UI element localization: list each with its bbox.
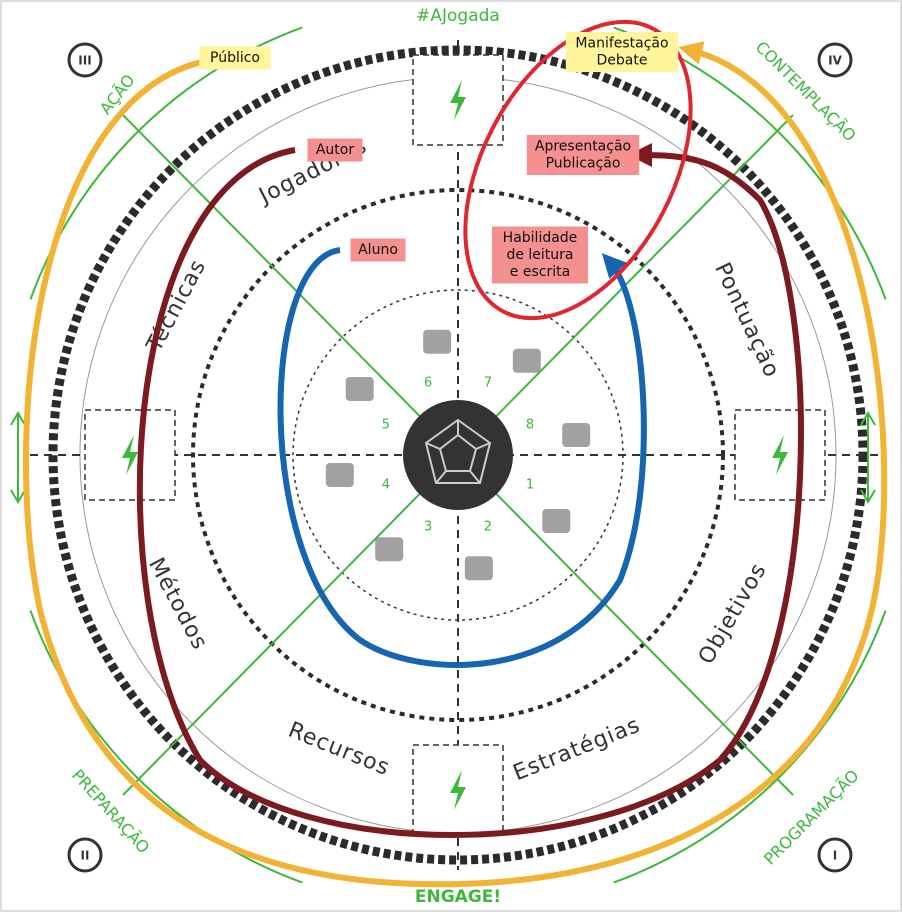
stage-icon bbox=[325, 462, 354, 487]
loop-label: Apresentação bbox=[535, 139, 631, 155]
stage-number: 2 bbox=[484, 520, 492, 535]
ring-word: Objetivos bbox=[694, 559, 772, 669]
numeral-badge bbox=[817, 837, 853, 873]
loop-label: Debate bbox=[597, 53, 648, 69]
phase-numeral: II bbox=[81, 849, 90, 863]
footer: ENGAGE! bbox=[415, 887, 501, 907]
center-icon bbox=[424, 418, 492, 484]
diagonal-line bbox=[122, 454, 459, 796]
ring-word: Estratégias bbox=[510, 713, 644, 787]
ring-word: Recursos bbox=[285, 718, 394, 781]
phase-numeral: I bbox=[833, 849, 837, 863]
loop-label: Aluno bbox=[358, 242, 398, 258]
stage-number: 6 bbox=[424, 375, 432, 390]
lightning-icon bbox=[450, 770, 466, 810]
loop-label: Publicação bbox=[546, 156, 621, 172]
stage-number: 4 bbox=[382, 477, 390, 492]
phase-arc bbox=[613, 610, 887, 884]
public-loop bbox=[23, 41, 888, 888]
stage-icon bbox=[464, 556, 493, 581]
stage-number: 5 bbox=[382, 418, 390, 433]
double-arrow bbox=[860, 411, 876, 504]
phase-arc bbox=[29, 610, 303, 884]
numeral-badge bbox=[817, 42, 853, 78]
diagonal-line bbox=[457, 454, 794, 796]
lightning-icon bbox=[122, 435, 138, 475]
loop-label: Autor bbox=[316, 142, 355, 158]
lightning-icon bbox=[772, 435, 788, 475]
diagonal-line bbox=[122, 114, 459, 456]
double-arrow bbox=[10, 411, 26, 504]
phase-label: AÇÃO bbox=[96, 71, 139, 118]
loop-label-box bbox=[492, 226, 588, 284]
stage-number: 1 bbox=[526, 477, 534, 492]
stage-number: 8 bbox=[526, 418, 534, 433]
stage-icon bbox=[512, 348, 541, 373]
loop-label: de leitura bbox=[506, 247, 573, 263]
phase-numeral: IV bbox=[828, 54, 842, 68]
title: #AJogada bbox=[416, 6, 500, 26]
student-loop bbox=[277, 247, 647, 668]
stage-icon bbox=[375, 537, 404, 562]
numeral-badge bbox=[67, 837, 103, 873]
loop-label-box bbox=[565, 32, 679, 72]
stage-number: 3 bbox=[424, 520, 432, 535]
author-loop bbox=[136, 143, 804, 838]
loop-label-box bbox=[307, 138, 363, 162]
loops-layer bbox=[23, 19, 888, 888]
loop-label-box bbox=[350, 238, 406, 262]
lightning-icon bbox=[450, 80, 466, 120]
stage-icon bbox=[542, 508, 571, 533]
stage-icon bbox=[345, 377, 374, 402]
stage-number: 7 bbox=[484, 375, 492, 390]
highlight-ellipse bbox=[463, 19, 693, 321]
loop-label: Público bbox=[210, 50, 260, 66]
ring-word: Pontuação bbox=[709, 259, 784, 382]
loop-label: Manifestação bbox=[575, 36, 668, 52]
stage-icon bbox=[562, 423, 591, 448]
loop-label: e escrita bbox=[510, 264, 570, 280]
loop-label-box bbox=[199, 46, 271, 70]
numeral-badge bbox=[67, 42, 103, 78]
loop-label-box bbox=[526, 135, 640, 175]
stage-icon bbox=[423, 329, 452, 354]
center-hub bbox=[403, 400, 513, 510]
loop-label: Habilidade bbox=[503, 230, 578, 246]
phase-numeral: III bbox=[78, 54, 91, 68]
